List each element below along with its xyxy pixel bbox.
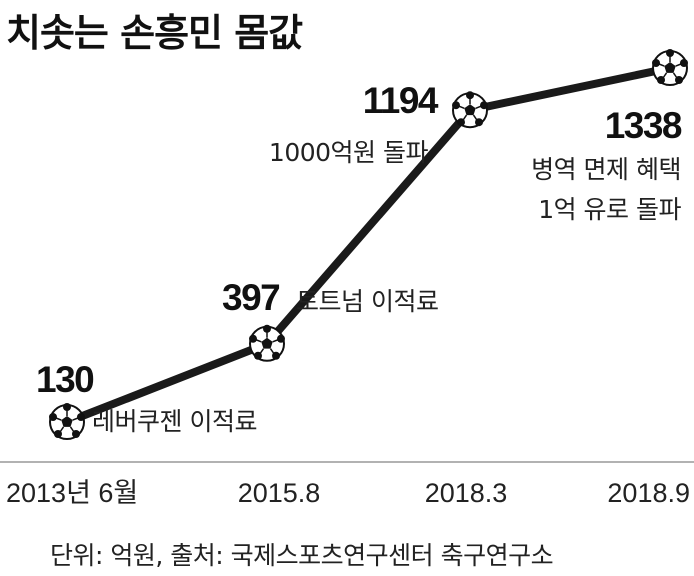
data-label: 1194 [363, 80, 439, 121]
x-tick-label: 2015.8 [238, 478, 321, 508]
x-tick-label: 2018.3 [425, 478, 508, 508]
soccer-ball-icon [652, 49, 688, 86]
unit-source-note: 단위: 억원, 출처: 국제스포츠연구센터 축구연구소 [50, 541, 554, 570]
annotation-label: 토트넘 이적료 [296, 287, 438, 316]
series-line [63, 64, 674, 426]
soccer-ball-icon [452, 91, 488, 129]
annotation-label: 레버쿠젠 이적료 [92, 407, 257, 436]
x-tick-label: 2018.9 [607, 478, 690, 508]
soccer-ball-icon [49, 403, 85, 440]
x-tick-label: 2013년 6월 [6, 478, 138, 508]
soccer-ball-icon [249, 324, 285, 362]
data-label: 1338 [605, 105, 682, 146]
data-label: 397 [222, 277, 279, 318]
annotation-label: 1000억원 돌파 [269, 138, 429, 167]
data-label: 130 [36, 359, 94, 400]
annotation-label: 병역 면제 혜택 [531, 155, 681, 184]
chart-title: 치솟는 손흥민 몸값 [6, 11, 303, 55]
annotation-label: 1억 유로 돌파 [538, 195, 681, 224]
